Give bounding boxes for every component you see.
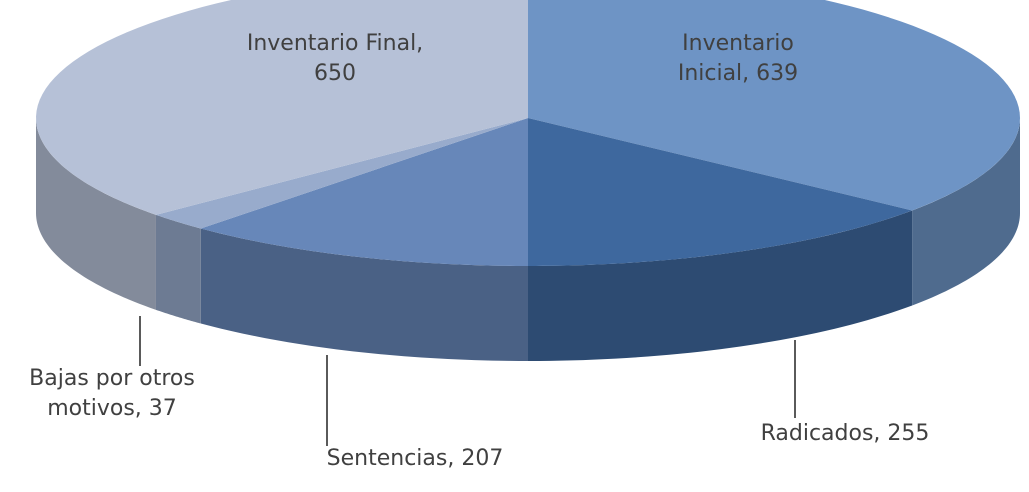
slice [36, 0, 528, 215]
data-label: Inventario Final, 650 [247, 31, 423, 86]
slice [528, 118, 913, 266]
slice [155, 118, 528, 229]
data-label: Inventario Inicial, 639 [678, 31, 798, 86]
slice [528, 0, 1020, 211]
slice-wall [155, 214, 201, 324]
slice-wall [200, 228, 528, 361]
slice-wall [36, 118, 156, 310]
slice [200, 118, 528, 266]
slice-wall [528, 210, 913, 361]
data-label: Sentencias, 207 [327, 446, 504, 471]
data-label: Radicados, 255 [761, 421, 930, 446]
slice-wall [912, 118, 1020, 306]
data-label: Bajas por otros motivos, 37 [29, 366, 195, 421]
